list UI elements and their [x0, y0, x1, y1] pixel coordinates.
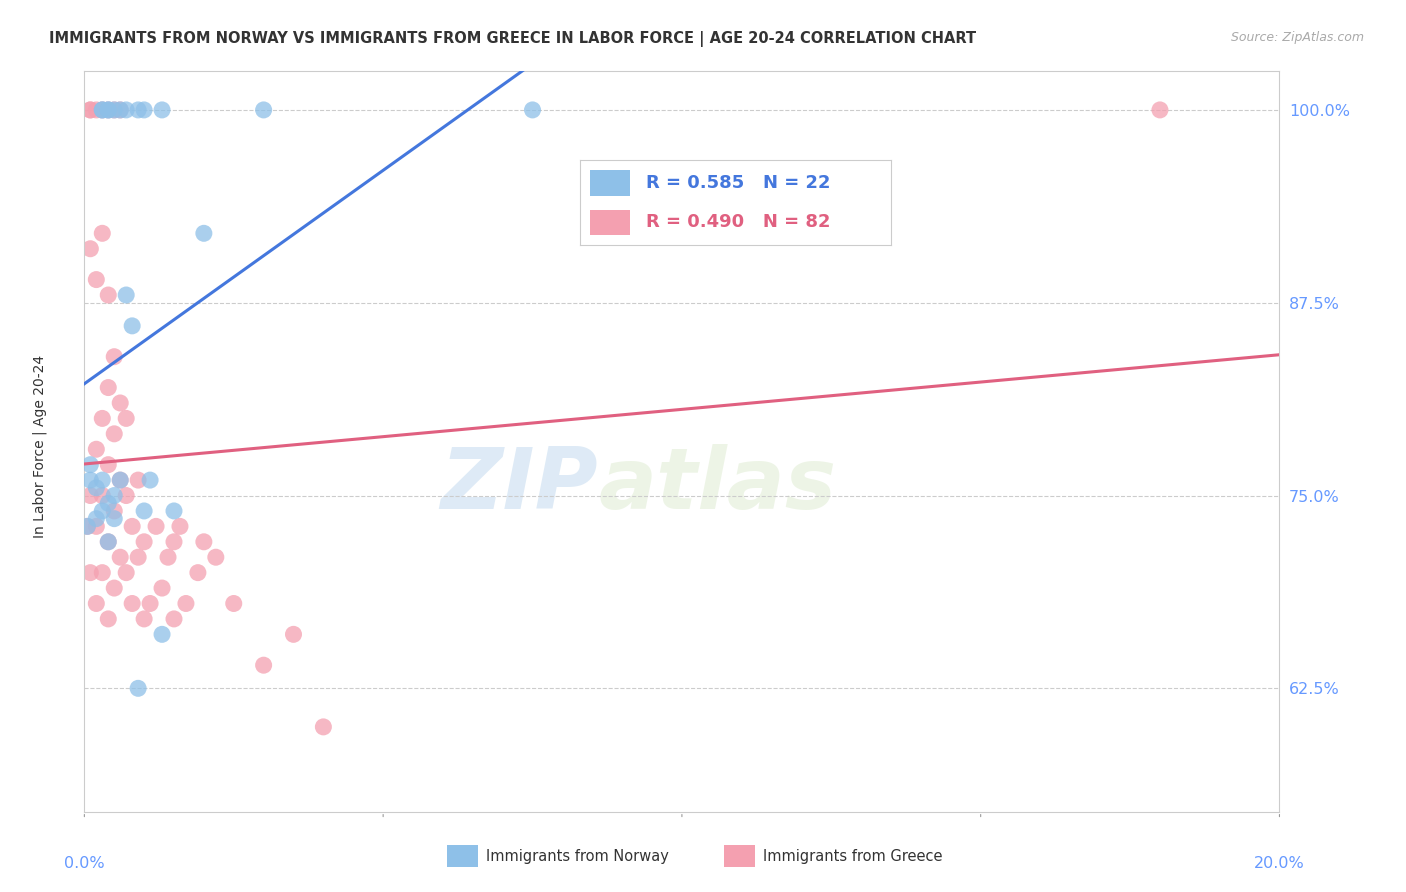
- Point: [127, 550, 149, 565]
- Point: [97, 380, 120, 394]
- Point: [132, 534, 156, 549]
- Point: [139, 473, 162, 487]
- Point: [86, 442, 108, 457]
- Point: [127, 103, 149, 117]
- Point: [150, 581, 173, 595]
- Point: [174, 597, 197, 611]
- Text: In Labor Force | Age 20-24: In Labor Force | Age 20-24: [32, 354, 46, 538]
- Point: [145, 519, 167, 533]
- Text: ZIP: ZIP: [440, 444, 599, 527]
- Point: [76, 519, 98, 533]
- Point: [193, 534, 215, 549]
- Text: Immigrants from Greece: Immigrants from Greece: [763, 849, 943, 863]
- Point: [110, 473, 132, 487]
- Point: [103, 511, 125, 525]
- Point: [79, 473, 101, 487]
- Point: [522, 103, 544, 117]
- Point: [79, 242, 101, 256]
- Point: [193, 227, 215, 241]
- Point: [253, 658, 276, 673]
- Point: [79, 566, 101, 580]
- Point: [97, 103, 120, 117]
- Point: [163, 504, 186, 518]
- Text: atlas: atlas: [599, 444, 837, 527]
- Point: [76, 519, 98, 533]
- Point: [150, 627, 173, 641]
- Point: [121, 597, 143, 611]
- Point: [169, 519, 191, 533]
- Point: [110, 103, 132, 117]
- Point: [103, 426, 125, 441]
- Point: [86, 481, 108, 495]
- Text: IMMIGRANTS FROM NORWAY VS IMMIGRANTS FROM GREECE IN LABOR FORCE | AGE 20-24 CORR: IMMIGRANTS FROM NORWAY VS IMMIGRANTS FRO…: [49, 31, 976, 47]
- Point: [91, 227, 114, 241]
- Text: Immigrants from Norway: Immigrants from Norway: [486, 849, 669, 863]
- Point: [103, 350, 125, 364]
- Point: [103, 504, 125, 518]
- Point: [91, 473, 114, 487]
- Point: [121, 318, 143, 333]
- Point: [86, 511, 108, 525]
- Point: [163, 612, 186, 626]
- Point: [86, 103, 108, 117]
- Text: Source: ZipAtlas.com: Source: ZipAtlas.com: [1230, 31, 1364, 45]
- Point: [97, 288, 120, 302]
- Point: [283, 627, 305, 641]
- Point: [86, 519, 108, 533]
- Point: [115, 103, 138, 117]
- Point: [79, 103, 101, 117]
- Point: [157, 550, 180, 565]
- Point: [91, 566, 114, 580]
- Point: [103, 103, 125, 117]
- Point: [253, 103, 276, 117]
- Point: [97, 103, 120, 117]
- Point: [132, 103, 156, 117]
- Point: [222, 597, 245, 611]
- Point: [110, 396, 132, 410]
- Point: [91, 103, 114, 117]
- Point: [139, 597, 162, 611]
- Point: [110, 473, 132, 487]
- Point: [79, 103, 101, 117]
- Point: [97, 458, 120, 472]
- Point: [79, 489, 101, 503]
- Point: [127, 473, 149, 487]
- Point: [97, 496, 120, 510]
- Point: [97, 534, 120, 549]
- Point: [103, 581, 125, 595]
- Point: [97, 103, 120, 117]
- Text: 0.0%: 0.0%: [65, 856, 104, 871]
- Point: [115, 288, 138, 302]
- Point: [110, 103, 132, 117]
- Point: [91, 489, 114, 503]
- Point: [91, 103, 114, 117]
- Point: [163, 534, 186, 549]
- Point: [132, 612, 156, 626]
- Point: [91, 103, 114, 117]
- Text: 20.0%: 20.0%: [1254, 856, 1305, 871]
- Point: [205, 550, 228, 565]
- Point: [127, 681, 149, 696]
- Point: [110, 550, 132, 565]
- Point: [91, 504, 114, 518]
- Point: [86, 272, 108, 286]
- Point: [132, 504, 156, 518]
- Point: [187, 566, 209, 580]
- Point: [86, 597, 108, 611]
- Point: [79, 458, 101, 472]
- Point: [1149, 103, 1171, 117]
- Point: [121, 519, 143, 533]
- Point: [115, 411, 138, 425]
- Point: [312, 720, 335, 734]
- Point: [150, 103, 173, 117]
- Point: [97, 612, 120, 626]
- Point: [115, 489, 138, 503]
- Point: [91, 411, 114, 425]
- Point: [103, 489, 125, 503]
- Point: [103, 103, 125, 117]
- Point: [115, 566, 138, 580]
- Point: [97, 534, 120, 549]
